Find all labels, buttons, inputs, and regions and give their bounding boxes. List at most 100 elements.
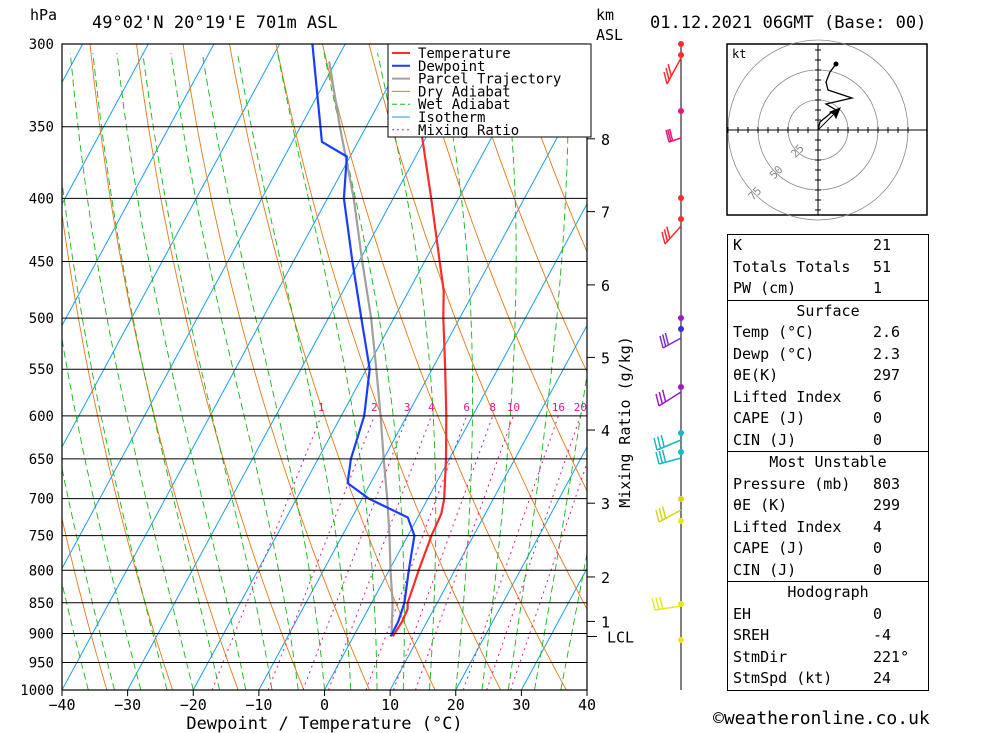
wet-adiabat-line <box>323 52 405 690</box>
isotherm-line <box>324 202 587 690</box>
index-label: K <box>733 236 743 254</box>
wind-level-marker <box>678 384 684 390</box>
legend-entry: Dewpoint <box>418 59 485 75</box>
mixing-ratio-label: 20 <box>574 401 587 414</box>
wind-level-marker <box>678 315 684 321</box>
wind-barb-flag <box>661 231 666 245</box>
dry-adiabat-line <box>275 44 502 690</box>
pressure-tick-label: 350 <box>29 120 54 136</box>
index-row: PW (cm) 1 <box>728 278 928 300</box>
wet-adiabat-line <box>277 52 378 690</box>
pressure-unit-label: hPa <box>30 6 57 24</box>
wind-barb-flag <box>658 450 664 464</box>
wet-adiabat-line <box>236 52 352 690</box>
height-tick-label: 4 <box>601 422 610 440</box>
isotherm-line <box>62 44 149 205</box>
pressure-tick-label: 750 <box>29 529 54 545</box>
lcl-label: LCL <box>607 628 634 646</box>
hodo-label: EH <box>733 604 752 623</box>
index-row: Totals Totals 51 <box>728 257 928 279</box>
wet-adiabat-line <box>170 52 299 690</box>
mu-row: CIN (J) 0 <box>728 560 928 582</box>
hodograph-endpoint <box>833 61 839 67</box>
wind-barb-flag <box>661 450 667 463</box>
wet-adiabat-line <box>142 52 273 690</box>
wind-barb-flag <box>660 434 665 448</box>
wind-level-marker <box>678 496 684 502</box>
wind-barb-flag <box>668 128 674 141</box>
height-ref-label: ASL <box>596 26 623 44</box>
wind-level-marker <box>678 41 684 47</box>
isotherm-line <box>127 44 477 690</box>
wet-adiabat-line <box>507 52 569 690</box>
mu-label: Pressure (mb) <box>733 474 851 493</box>
mixing-ratio-line <box>267 415 375 690</box>
height-tick-label: 5 <box>601 349 610 367</box>
surface-value: 0 <box>873 430 883 449</box>
mixing-ratio-label: 4 <box>428 401 435 414</box>
wind-level-marker <box>678 449 684 455</box>
mixing-ratio-label: 25 <box>596 401 609 414</box>
wet-adiabat-line <box>69 52 194 690</box>
pressure-tick-label: 300 <box>29 37 54 53</box>
pressure-tick-label: 1000 <box>20 683 54 699</box>
mu-value: 803 <box>873 474 901 493</box>
index-value: 51 <box>873 257 892 276</box>
mixing-ratio-line <box>328 415 432 690</box>
dry-adiabat-line <box>89 44 239 690</box>
mixing-ratio-label: 8 <box>489 401 496 414</box>
mixing-ratio-line <box>302 415 408 690</box>
surface-label: θE(K) <box>733 366 779 384</box>
hodo-value: -4 <box>873 626 892 644</box>
mixing-ratio-label: 10 <box>507 401 520 414</box>
wind-barb-flag <box>655 393 660 407</box>
isotherm-line <box>520 567 587 690</box>
surface-row: Dewp (°C) 2.3 <box>728 344 928 366</box>
mu-label: CIN (J) <box>733 560 797 579</box>
wind-barb-flag <box>665 129 670 143</box>
surface-title: Surface <box>796 301 860 320</box>
pressure-tick-label: 550 <box>29 362 54 378</box>
mu-label: Lifted Index <box>733 517 842 536</box>
mixing-ratio-label: 16 <box>552 401 565 414</box>
dry-adiabat-line <box>461 44 587 373</box>
dry-adiabat-line <box>508 44 587 253</box>
mixing-ratio-line <box>486 415 581 690</box>
wind-level-marker <box>678 195 684 201</box>
mixing-ratio-line <box>211 415 322 690</box>
location-title: 49°02'N 20°19'E 701m ASL <box>92 13 338 33</box>
hodograph-unit-label: kt <box>732 47 746 61</box>
isotherm-line <box>192 44 543 690</box>
x-tick-label: −40 <box>48 696 75 714</box>
indices-panel: K 21 Totals Totals 51 PW (cm) 1 Surface Tem… <box>727 234 929 691</box>
wind-barb-flag <box>656 436 662 449</box>
mixing-ratio-label: 6 <box>463 401 470 414</box>
x-tick-label: −30 <box>114 696 141 714</box>
wind-level-marker <box>678 216 684 222</box>
surface-row: θE(K) 297 <box>728 365 928 387</box>
mixing-ratio-line <box>365 415 468 690</box>
dry-adiabat-line <box>974 44 1000 690</box>
parcel-trajectory-line <box>328 61 394 637</box>
pressure-tick-label: 600 <box>29 409 54 425</box>
mixing-ratio-axis-title: Mixing Ratio (g/kg) <box>616 336 634 508</box>
height-tick-label: 3 <box>601 495 610 513</box>
hodo-row: EH 0 <box>728 604 928 626</box>
isotherm-line <box>455 445 587 690</box>
surface-value: 0 <box>873 409 883 427</box>
wind-barb-flag <box>658 391 664 405</box>
legend-entry: Wet Adiabat <box>418 97 511 113</box>
wet-adiabat-line <box>62 178 168 690</box>
wind-barb-flag <box>667 64 672 77</box>
credit-text[interactable]: ©weatheronline.co.uk <box>713 708 930 729</box>
wind-barb-flag <box>667 129 672 142</box>
hodo-row: SREH -4 <box>728 625 928 647</box>
height-tick-label: 6 <box>601 277 610 295</box>
surface-label: Lifted Index <box>733 387 842 406</box>
legend-box <box>387 43 592 138</box>
isotherm-line <box>258 81 587 690</box>
wet-adiabat-line <box>437 52 474 690</box>
wind-barb-flag <box>655 451 660 465</box>
legend-entry: Isotherm <box>418 110 485 126</box>
wind-barb-flag <box>655 597 660 610</box>
